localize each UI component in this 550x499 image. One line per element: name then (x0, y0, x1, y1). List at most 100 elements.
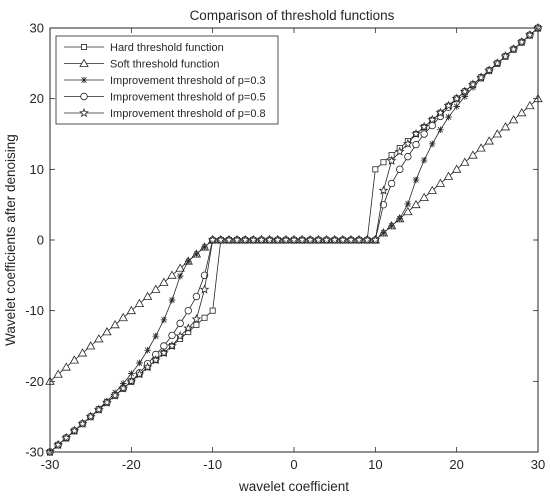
data-point (167, 270, 177, 279)
legend-item: Improvement threshold of p=0.8 (64, 107, 266, 120)
data-point (380, 229, 387, 237)
data-point (386, 155, 397, 166)
data-point (232, 234, 242, 245)
data-point (176, 272, 184, 280)
data-point (118, 383, 129, 393)
data-point (77, 348, 88, 357)
data-point (370, 234, 381, 245)
data-point (128, 370, 135, 377)
legend-item: Hard threshold function (64, 42, 224, 54)
legend-marker (79, 107, 89, 118)
data-point (404, 200, 412, 208)
y-tick-label: 10 (30, 162, 44, 177)
y-axis-label: Wavelet coefficients after denoising (3, 134, 18, 346)
data-point (380, 159, 387, 166)
data-point (500, 122, 511, 131)
series-layer (45, 22, 543, 457)
y-tick-label: 30 (30, 21, 44, 36)
data-point (435, 107, 446, 117)
data-point (484, 136, 494, 145)
chart-title: Comparison of threshold functions (190, 8, 395, 23)
legend-item: Improvement threshold of p=0.3 (64, 75, 266, 87)
data-point (118, 312, 128, 322)
legend-item: Soft threshold function (64, 59, 219, 71)
data-point (396, 215, 404, 223)
data-point (142, 291, 153, 300)
data-point (289, 234, 299, 245)
data-point (346, 234, 356, 245)
data-point (403, 206, 413, 216)
data-point (61, 362, 71, 371)
data-point (445, 113, 452, 121)
data-point (69, 355, 80, 364)
data-point (199, 284, 210, 294)
data-point (93, 404, 104, 414)
data-point (321, 234, 332, 245)
y-tick-label: -10 (25, 303, 44, 318)
data-point (134, 369, 145, 379)
data-point (110, 390, 120, 400)
data-point (201, 314, 208, 321)
data-point (362, 234, 373, 245)
data-point (508, 115, 519, 124)
x-tick-label: -30 (41, 457, 60, 472)
data-point (85, 341, 96, 350)
data-point (207, 234, 218, 245)
data-point (193, 250, 200, 258)
data-point (451, 164, 462, 173)
data-point (94, 334, 104, 343)
data-point (142, 362, 153, 372)
data-point (492, 58, 503, 68)
x-tick-label: 30 (531, 457, 545, 472)
legend-marker (80, 76, 88, 84)
data-point (160, 316, 168, 324)
data-point (459, 86, 470, 96)
legend-item: Improvement threshold of p=0.5 (64, 92, 266, 104)
legend: Hard threshold function Soft threshold fu… (55, 35, 279, 125)
data-point (411, 128, 421, 139)
data-point (461, 93, 469, 100)
data-point (468, 150, 478, 159)
y-tick-label: -30 (25, 445, 44, 460)
data-point (102, 327, 112, 336)
data-point (184, 306, 192, 315)
data-point (102, 397, 112, 407)
data-point (420, 156, 428, 164)
data-point (144, 346, 151, 354)
data-point (484, 65, 495, 75)
data-point (354, 234, 364, 245)
data-point (150, 355, 161, 365)
data-point (394, 146, 405, 156)
data-point (168, 331, 176, 340)
legend-marker (81, 44, 88, 51)
data-point (388, 222, 395, 230)
data-point (427, 185, 437, 194)
y-tick-label: -20 (25, 374, 44, 389)
legend-label: Improvement threshold of p=0.5 (110, 92, 266, 104)
y-tick-label: 0 (37, 233, 44, 248)
data-point (126, 305, 137, 315)
data-point (412, 176, 420, 184)
data-point (427, 114, 438, 125)
data-point (443, 171, 454, 180)
x-axis-label: wavelet coefficient (238, 479, 349, 494)
data-point (77, 418, 88, 428)
data-point (525, 100, 535, 110)
data-point (476, 72, 486, 82)
data-point (492, 129, 503, 138)
data-point (158, 347, 169, 358)
series-5 (45, 22, 543, 457)
data-point (272, 234, 283, 245)
data-point (453, 103, 460, 110)
data-point (191, 314, 202, 324)
y-tick-label: 20 (30, 91, 44, 106)
data-point (337, 234, 348, 245)
data-point (460, 157, 470, 166)
data-point (134, 298, 145, 308)
data-point (184, 257, 192, 265)
data-point (411, 199, 421, 209)
data-point (372, 166, 379, 173)
data-point (61, 432, 72, 443)
data-point (69, 425, 80, 435)
